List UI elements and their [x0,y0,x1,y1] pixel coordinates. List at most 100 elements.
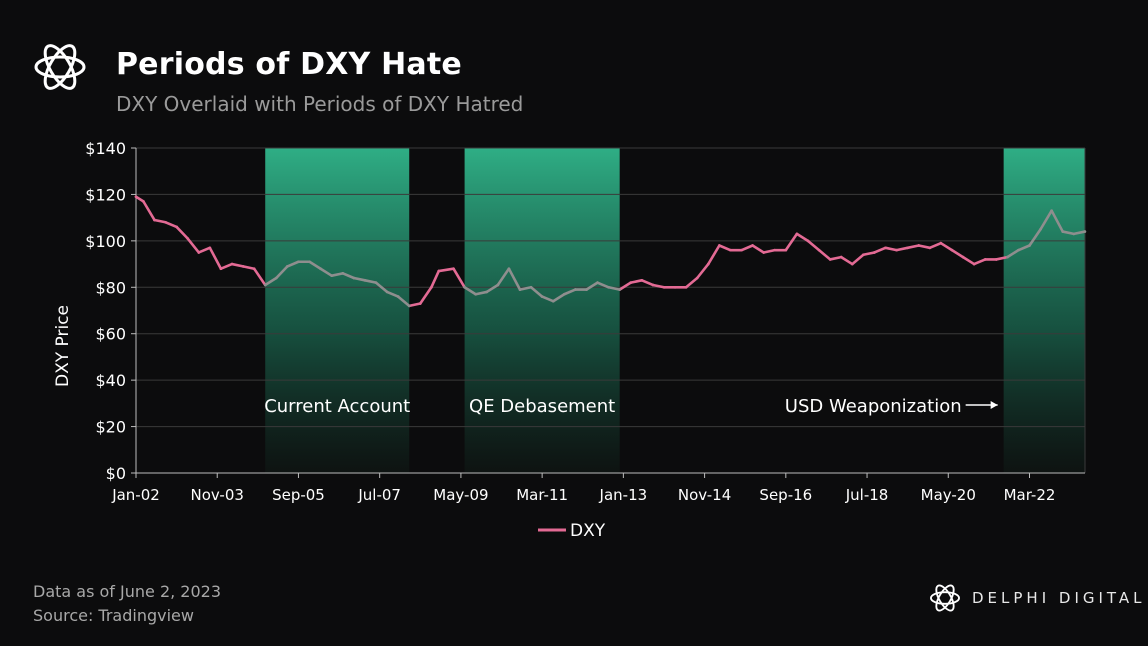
dxy-point [1017,248,1020,252]
dxy-line-segment [928,241,943,250]
dxy-point [828,258,832,261]
dxy-point [740,248,743,252]
dxy-point [917,244,921,247]
x-tick-label: Sep-16 [759,486,812,504]
dxy-line-segment [562,288,577,296]
dxy-line-segment [806,239,821,252]
x-tick-label: Mar-11 [516,486,568,504]
dxy-line-segment [740,244,754,252]
delphi-brand-icon [929,584,961,612]
dxy-line-segment [308,260,322,271]
dxy-line-segment [275,265,289,280]
dxy-line-segment [352,276,367,282]
period-band-2 [1003,148,1085,473]
dxy-point [662,285,666,289]
dxy-point [806,239,810,243]
dxy-line-segment [1039,209,1053,231]
dxy-point [795,232,799,236]
dxy-point [950,248,954,252]
dxy-line-segment [884,246,898,252]
dxy-line-segment [330,272,345,277]
chart-subtitle: DXY Overlaid with Periods of DXY Hatred [116,92,524,116]
dxy-point [574,288,577,291]
dxy-line-segment [585,281,599,291]
dxy-line-segment [1017,244,1031,252]
dxy-point [684,285,688,289]
dxy-point [928,246,932,250]
dxy-point [474,292,477,296]
dxy-point [463,285,466,289]
dxy-point [629,281,633,284]
dxy-line-segment [828,255,843,261]
dxy-point [507,267,511,271]
dxy-line-segment [374,281,389,294]
source-text: Source: Tradingview [33,606,194,625]
dxy-line-segment [230,262,245,268]
y-tick-label: $80 [95,278,126,297]
dxy-point [363,279,367,282]
dxy-point [751,244,754,247]
dxy-point [230,262,234,266]
dxy-point [297,260,300,264]
dxy-line-segment [939,241,954,252]
dxy-point [518,288,522,291]
y-axis-label: DXY Price [53,305,73,387]
dxy-point [895,248,898,252]
dxy-line-segment [208,246,223,271]
dxy-point [134,195,138,199]
x-tick-label: May-09 [433,486,488,504]
dxy-line-segment [341,272,356,280]
dxy-point [418,302,422,305]
dxy-line-segment [396,295,411,308]
dxy-line-segment [263,276,278,287]
x-tick-label: Sep-05 [272,486,325,504]
dxy-point [873,251,876,254]
dxy-point [706,262,710,266]
dxy-point [884,246,887,250]
dxy-line-segment [906,244,921,250]
dxy-point [1061,230,1065,233]
dxy-line-segment [651,283,666,289]
dxy-point [972,262,976,266]
dxy-line-segment [629,279,644,284]
dxy-line-segment [972,258,987,266]
dxy-line-segment [452,267,466,289]
dxy-point [850,262,854,266]
dxy-point [164,220,167,224]
dxy-point [562,292,566,296]
dxy-line-segment [640,279,655,287]
dxy-point [540,295,544,298]
dxy-point [153,218,156,222]
y-tick-label: $0 [106,464,126,483]
dxy-line-segment [363,279,378,284]
dxy-point [330,274,333,277]
dxy-point [784,248,788,252]
dxy-point [1039,227,1042,231]
dxy-line-segment [496,267,511,287]
dxy-line-segment [529,285,544,298]
dxy-point [275,276,278,280]
y-tick-label: $60 [95,325,126,344]
x-tick-label: Jul-07 [357,486,401,504]
brand-name: DELPHI DIGITAL [972,589,1146,607]
dxy-line-segment [950,248,965,259]
dxy-line-segment [1050,209,1065,233]
dxy-line-segment [1061,230,1076,236]
dxy-point [994,258,998,261]
dxy-line-segment [862,251,876,257]
period-arrow-head [990,401,998,409]
period-band-0 [265,148,410,473]
dxy-point [1083,230,1087,233]
dxy-line-segment [596,281,610,289]
dxy-point [430,285,433,289]
dxy-point [596,281,599,284]
dxy-point [695,276,699,280]
y-tick-label: $100 [85,232,126,251]
dxy-line-segment [153,218,167,224]
dxy-line-segment [795,232,810,243]
dxy-point [1072,232,1076,236]
dxy-point [396,295,400,298]
dxy-point [241,265,245,268]
dxy-line-segment [319,267,333,277]
dxy-line-segment [873,246,887,254]
